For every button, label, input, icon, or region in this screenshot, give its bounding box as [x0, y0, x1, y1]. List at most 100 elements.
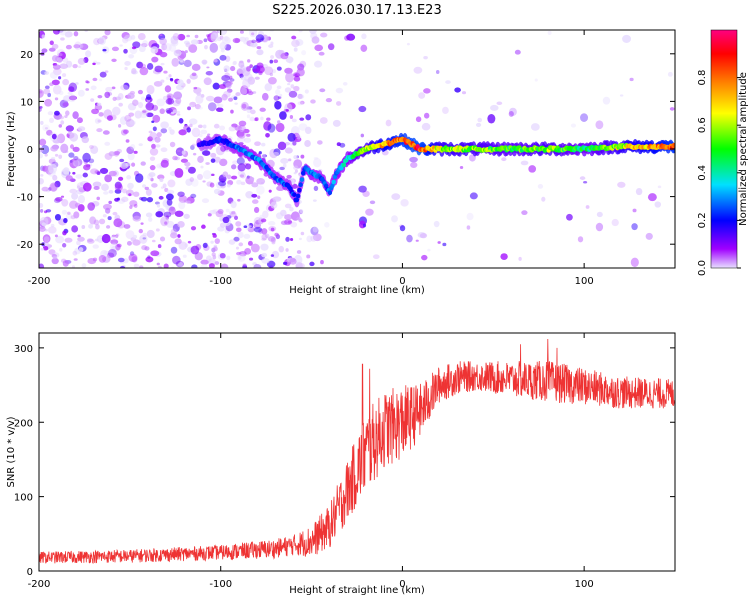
- noise-blob: [312, 233, 322, 242]
- noise-blob: [93, 60, 98, 64]
- y-tick-label: -10: [17, 193, 33, 204]
- noise-blob: [138, 228, 143, 234]
- noise-blob: [272, 196, 282, 202]
- noise-blob: [184, 50, 188, 54]
- noise-blob: [144, 186, 150, 191]
- noise-blob: [41, 222, 47, 227]
- noise-blob: [214, 261, 220, 265]
- noise-blob: [311, 36, 320, 44]
- noise-blob: [112, 106, 121, 116]
- noise-blob: [275, 122, 285, 133]
- noise-blob: [299, 100, 305, 105]
- noise-blob: [134, 110, 142, 119]
- noise-blob: [293, 155, 298, 160]
- noise-blob: [90, 145, 99, 154]
- noise-blob: [111, 86, 116, 90]
- noise-blob: [291, 35, 297, 40]
- noise-blob: [222, 216, 230, 224]
- noise-blob: [122, 188, 128, 194]
- noise-blob: [174, 238, 182, 245]
- noise-blob: [72, 64, 78, 69]
- noise-blob: [86, 238, 95, 244]
- noise-blob: [410, 162, 418, 169]
- noise-blob: [170, 111, 175, 115]
- noise-blob: [217, 208, 224, 215]
- noise-blob: [162, 95, 168, 101]
- noise-blob: [146, 85, 155, 95]
- noise-blob: [111, 58, 117, 63]
- noise-blob: [667, 71, 673, 77]
- noise-blob: [93, 219, 100, 226]
- noise-blob: [190, 39, 199, 45]
- noise-blob: [149, 156, 156, 161]
- noise-blob: [145, 102, 155, 111]
- noise-blob: [294, 169, 298, 173]
- noise-blob: [54, 110, 60, 116]
- noise-blob: [145, 112, 154, 118]
- noise-blob: [202, 124, 207, 129]
- noise-blob: [146, 62, 154, 70]
- noise-blob: [218, 180, 227, 187]
- noise-blob: [102, 130, 110, 135]
- noise-blob: [67, 211, 71, 215]
- noise-blob: [96, 196, 101, 201]
- noise-blob: [51, 43, 59, 50]
- noise-blob: [247, 59, 251, 63]
- ridge-core: [323, 183, 329, 189]
- noise-blob: [156, 98, 166, 107]
- noise-blob: [212, 82, 220, 90]
- noise-blob: [40, 247, 45, 251]
- noise-blob: [212, 208, 219, 214]
- noise-blob: [284, 147, 293, 154]
- noise-blob: [131, 162, 136, 167]
- noise-blob: [119, 116, 128, 125]
- noise-blob: [52, 64, 61, 70]
- noise-blob: [224, 227, 230, 234]
- noise-blob: [225, 82, 232, 89]
- noise-blob: [520, 160, 529, 166]
- noise-blob: [285, 248, 289, 252]
- noise-blob: [54, 153, 59, 157]
- noise-blob: [49, 182, 58, 192]
- noise-blob: [205, 71, 213, 76]
- noise-blob: [409, 156, 418, 163]
- noise-blob: [43, 88, 51, 95]
- noise-blob: [64, 31, 73, 38]
- noise-blob: [165, 193, 174, 201]
- noise-blob: [203, 38, 208, 43]
- noise-blob: [118, 102, 123, 107]
- noise-blob: [254, 76, 260, 80]
- noise-blob: [191, 63, 201, 71]
- noise-blob: [237, 170, 245, 177]
- noise-blob: [76, 182, 85, 190]
- noise-blob: [413, 66, 423, 74]
- noise-blob: [204, 44, 208, 50]
- noise-blob: [71, 265, 75, 268]
- noise-blob: [158, 195, 164, 200]
- noise-blob: [168, 74, 172, 78]
- noise-blob: [218, 84, 227, 89]
- noise-blob: [232, 60, 237, 65]
- noise-blob: [219, 158, 228, 167]
- noise-blob: [298, 123, 308, 131]
- noise-blob: [306, 235, 313, 243]
- noise-blob: [276, 66, 282, 71]
- noise-blob: [312, 199, 317, 202]
- noise-blob: [262, 210, 269, 219]
- noise-blob: [541, 196, 546, 202]
- noise-blob: [175, 260, 184, 268]
- noise-blob: [254, 117, 259, 122]
- noise-blob: [611, 218, 619, 227]
- noise-blob: [178, 241, 188, 250]
- noise-blob: [236, 251, 242, 256]
- noise-blob: [160, 159, 169, 168]
- y-tick-label: 10: [20, 97, 33, 108]
- noise-blob: [149, 132, 158, 140]
- noise-blob: [250, 243, 260, 253]
- noise-blob: [292, 140, 297, 146]
- noise-blob: [230, 66, 236, 72]
- noise-blob: [164, 43, 172, 51]
- noise-blob: [226, 88, 233, 93]
- noise-blob: [41, 48, 48, 53]
- noise-blob: [245, 190, 254, 199]
